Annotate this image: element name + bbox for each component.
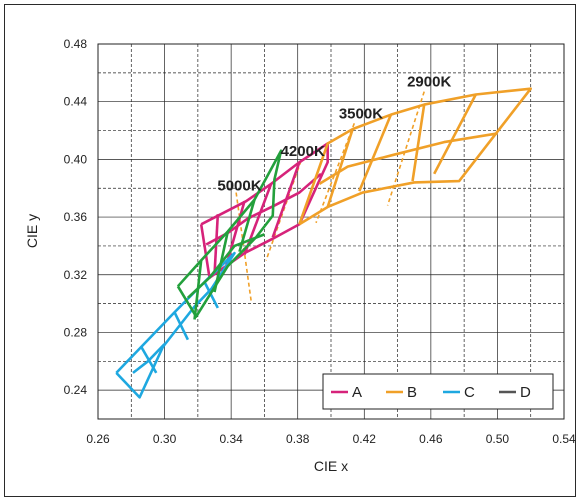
series-line xyxy=(326,128,354,208)
x-tick-label: 0.54 xyxy=(552,432,576,446)
cct-label: 2900K xyxy=(407,74,451,91)
isotherm-line xyxy=(235,192,252,301)
y-tick-label: 0.24 xyxy=(64,383,88,397)
x-tick-label: 0.42 xyxy=(353,432,377,446)
series-line xyxy=(186,233,265,299)
y-tick-label: 0.32 xyxy=(64,268,88,282)
series-line xyxy=(298,87,533,226)
x-axis-label: CIE x xyxy=(314,458,348,474)
cct-label: 3500K xyxy=(339,105,383,122)
series-b xyxy=(298,87,533,226)
cct-label: 4200K xyxy=(281,143,325,160)
series-line xyxy=(115,251,236,399)
series-line xyxy=(358,114,393,192)
legend-label: C xyxy=(464,384,475,401)
series-line xyxy=(224,200,246,267)
x-tick-label: 0.26 xyxy=(86,432,110,446)
series-line xyxy=(318,132,498,186)
x-tick-label: 0.34 xyxy=(219,432,243,446)
y-axis-label: CIE y xyxy=(24,214,40,248)
y-tick-labels: 0.24 0.28 0.32 0.36 0.40 0.44 0.48 xyxy=(64,37,88,397)
x-tick-label: 0.46 xyxy=(419,432,443,446)
series-line xyxy=(132,343,166,374)
legend: A B C D xyxy=(322,373,554,410)
cct-labels: 5000K 4200K 3500K 2900K xyxy=(217,74,451,195)
series-line xyxy=(173,311,190,341)
y-tick-label: 0.28 xyxy=(64,325,88,339)
legend-label: A xyxy=(352,384,362,401)
cct-label: 5000K xyxy=(217,178,261,195)
legend-label: B xyxy=(407,384,417,401)
y-tick-label: 0.44 xyxy=(64,95,88,109)
legend-label: D xyxy=(520,384,531,401)
x-tick-label: 0.50 xyxy=(486,432,510,446)
y-tick-label: 0.48 xyxy=(64,37,88,51)
y-tick-label: 0.40 xyxy=(64,152,88,166)
series-line xyxy=(411,104,426,182)
series-d-overlay xyxy=(176,149,283,320)
series-layer xyxy=(115,87,533,399)
x-tick-label: 0.30 xyxy=(153,432,177,446)
x-tick-label: 0.38 xyxy=(286,432,310,446)
y-tick-label: 0.36 xyxy=(64,210,88,224)
x-tick-labels: 0.26 0.30 0.34 0.38 0.42 0.46 0.50 0.54 xyxy=(86,432,576,446)
series-line xyxy=(433,93,477,175)
grid xyxy=(98,44,564,419)
